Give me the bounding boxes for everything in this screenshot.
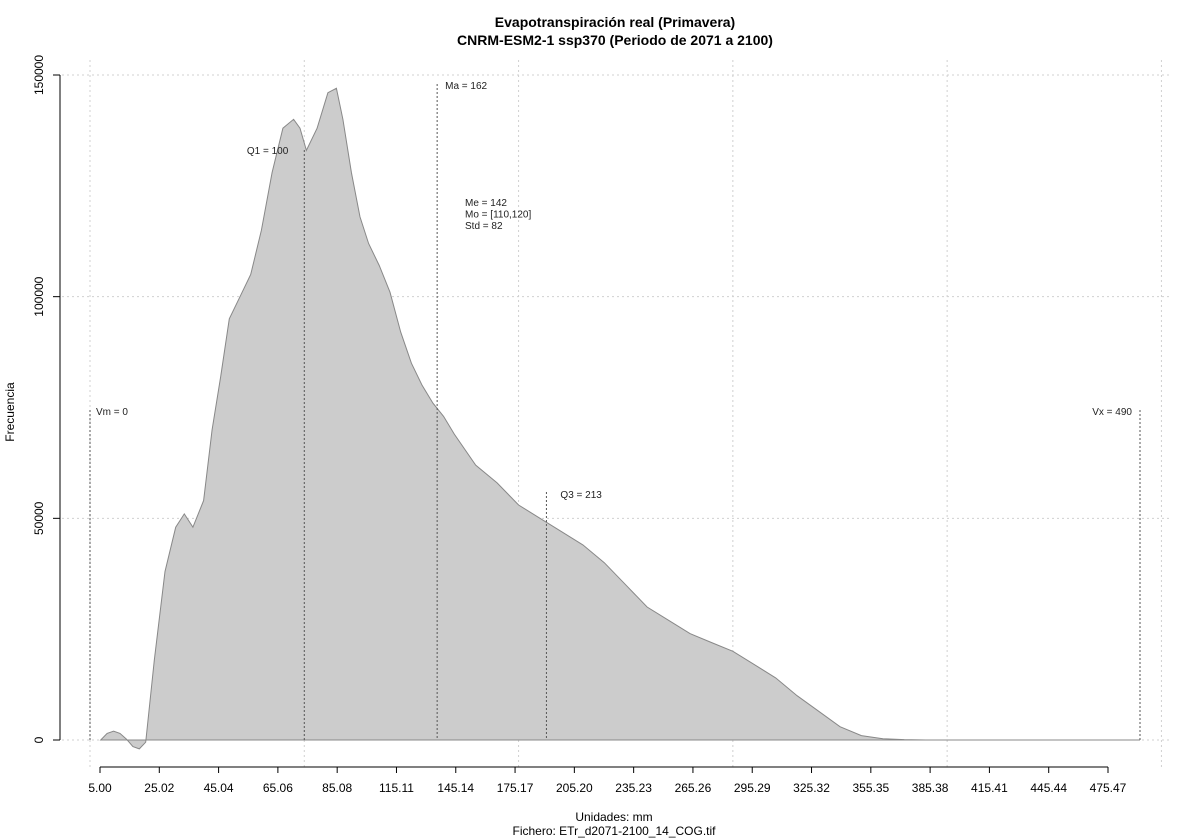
x-tick-label-13: 355.35 — [852, 781, 889, 795]
x-tick-label-4: 85.08 — [322, 781, 352, 795]
statistic-lines — [89, 84, 1141, 740]
x-axis-label: Unidades: mm — [575, 810, 653, 824]
vm-label: Vm = 0 — [96, 407, 128, 418]
stat-label-0: Me = 142 — [465, 198, 507, 209]
x-tick-label-2: 45.04 — [204, 781, 234, 795]
y-tick-label-2: 100000 — [32, 276, 46, 316]
annotation-labels: Vm = 0 Vx = 490 Q1 = 100 Ma = 162 Q3 = 213 Me… — [96, 81, 1132, 501]
x-tick-label-17: 475.47 — [1090, 781, 1127, 795]
vx-label: Vx = 490 — [1092, 407, 1132, 418]
stat-label-1: Mo = [110,120] — [465, 210, 531, 221]
x-tick-label-12: 325.32 — [793, 781, 830, 795]
density-area — [99, 87, 1140, 750]
ma-label: Ma = 162 — [445, 81, 487, 92]
x-tick-label-7: 175.17 — [497, 781, 534, 795]
y-tick-label-1: 50000 — [32, 501, 46, 535]
x-tick-label-10: 265.26 — [675, 781, 712, 795]
x-tick-label-14: 385.38 — [912, 781, 949, 795]
chart-title: Evapotranspiración real (Primavera) — [494, 14, 736, 30]
x-tick-label-9: 235.23 — [615, 781, 652, 795]
chart-subtitle: CNRM-ESM2-1 ssp370 (Periodo de 2071 a 21… — [457, 32, 773, 48]
x-tick-label-15: 415.41 — [971, 781, 1008, 795]
x-tick-label-5: 115.11 — [379, 781, 414, 795]
q3-label: Q3 = 213 — [560, 490, 602, 501]
x-tick-label-3: 65.06 — [263, 781, 293, 795]
x-tick-label-0: 5.00 — [88, 781, 112, 795]
y-axis-label: Frecuencia — [3, 382, 17, 442]
x-tick-label-8: 205.20 — [556, 781, 593, 795]
x-tick-label-6: 145.14 — [437, 781, 474, 795]
x-axis: 5.00 25.02 45.04 65.06 85.08 115.11 145.14 175.… — [88, 766, 1127, 795]
q1-label: Q1 = 100 — [247, 146, 289, 157]
stat-label-2: Std = 82 — [465, 221, 503, 232]
y-tick-label-3: 150000 — [32, 55, 46, 95]
y-axis: 0 50000 100000 150000 — [32, 55, 61, 743]
x-tick-label-1: 25.02 — [144, 781, 174, 795]
file-label: Fichero: ETr_d2071-2100_14_COG.tif — [512, 824, 716, 838]
x-tick-label-16: 445.44 — [1030, 781, 1067, 795]
y-tick-label-0: 0 — [32, 736, 46, 743]
x-tick-label-11: 295.29 — [734, 781, 771, 795]
